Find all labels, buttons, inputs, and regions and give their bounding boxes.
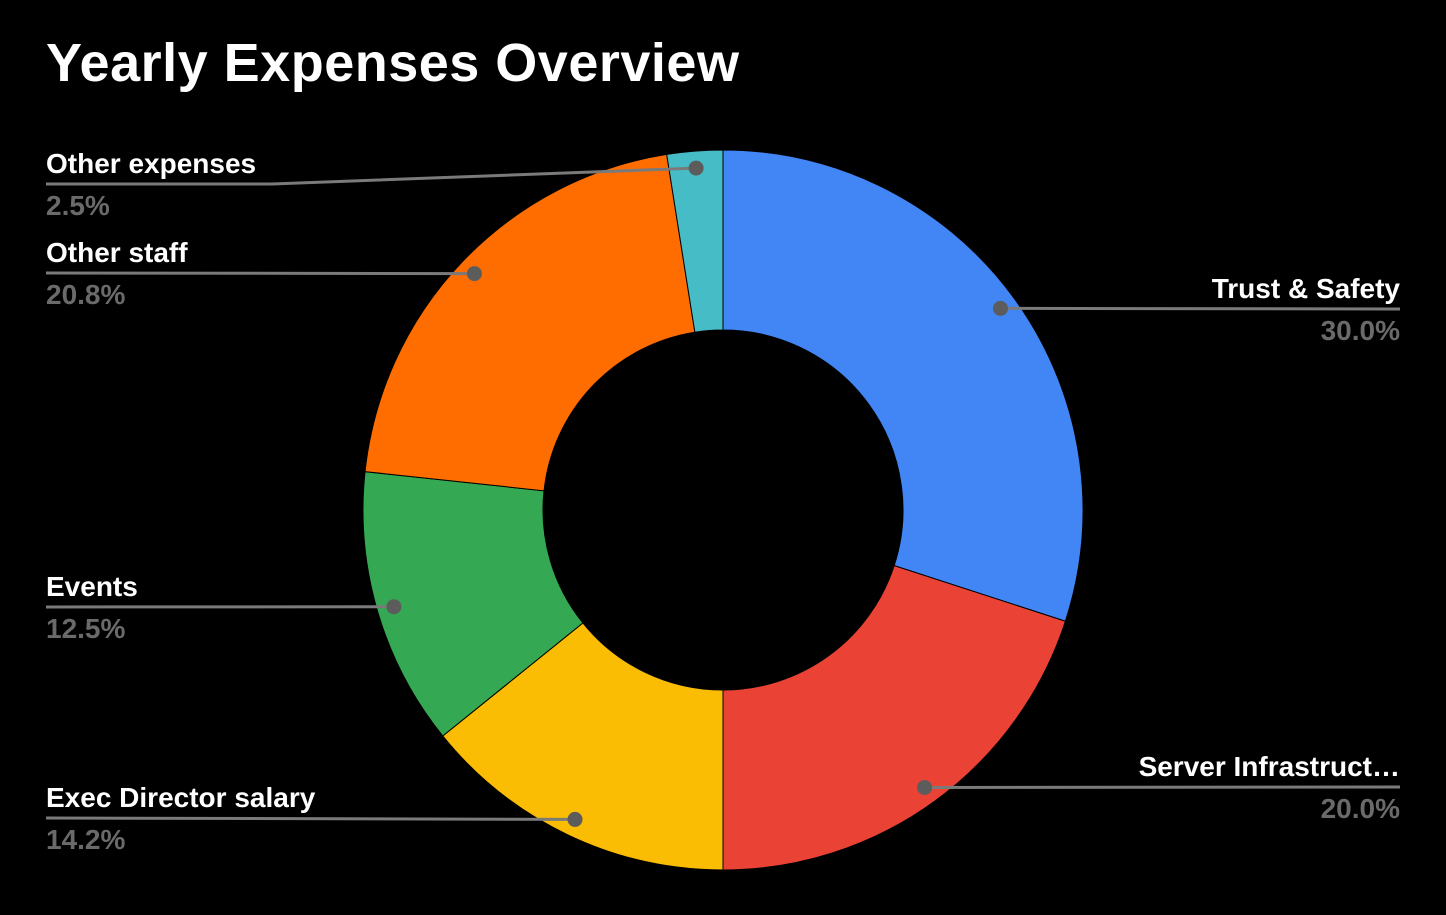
slice-events[interactable] xyxy=(362,471,584,737)
slice-server-infrastruct[interactable] xyxy=(722,564,1067,871)
chart-title: Yearly Expenses Overview xyxy=(46,33,740,93)
slice-percent-other-expenses: 2.5% xyxy=(46,190,110,221)
donut-slices xyxy=(362,149,1084,871)
leader-line-other-staff xyxy=(45,271,475,276)
slice-label-exec-director-salary: Exec Director salary xyxy=(46,782,316,813)
leader-line-exec-director-salary xyxy=(45,816,576,821)
leader-dot-trust-safety xyxy=(993,300,1008,316)
slice-exec-director-salary[interactable] xyxy=(442,622,724,871)
slice-other-staff[interactable] xyxy=(364,153,696,492)
slice-label-events: Events xyxy=(46,571,138,602)
slice-percent-trust-safety: 30.0% xyxy=(1320,315,1400,346)
slice-label-other-staff: Other staff xyxy=(46,237,188,268)
leader-dot-server-infrastruct xyxy=(917,780,933,795)
leader-line-trust-safety xyxy=(1000,306,1401,311)
leader-dot-events xyxy=(386,599,402,615)
leader-lines xyxy=(45,160,1401,827)
leader-line-other-expenses xyxy=(46,166,697,186)
leader-line-server-infrastruct xyxy=(924,785,1401,789)
slice-other-expenses[interactable] xyxy=(666,149,724,333)
slice-percent-other-staff: 20.8% xyxy=(46,279,126,310)
slice-percent-events: 12.5% xyxy=(46,613,126,644)
slice-label-trust-safety: Trust & Safety xyxy=(1211,273,1400,304)
leader-dot-other-expenses xyxy=(688,160,704,176)
slice-percent-server-infrastruct: 20.0% xyxy=(1320,793,1400,824)
slice-trust-safety[interactable] xyxy=(722,149,1084,622)
leader-dot-other-staff xyxy=(466,266,482,282)
slice-label-server-infrastruct: Server Infrastruct… xyxy=(1138,751,1400,782)
slice-label-other-expenses: Other expenses xyxy=(46,148,257,179)
leader-dot-exec-director-salary xyxy=(567,811,583,827)
slice-percent-exec-director-salary: 14.2% xyxy=(46,824,126,855)
